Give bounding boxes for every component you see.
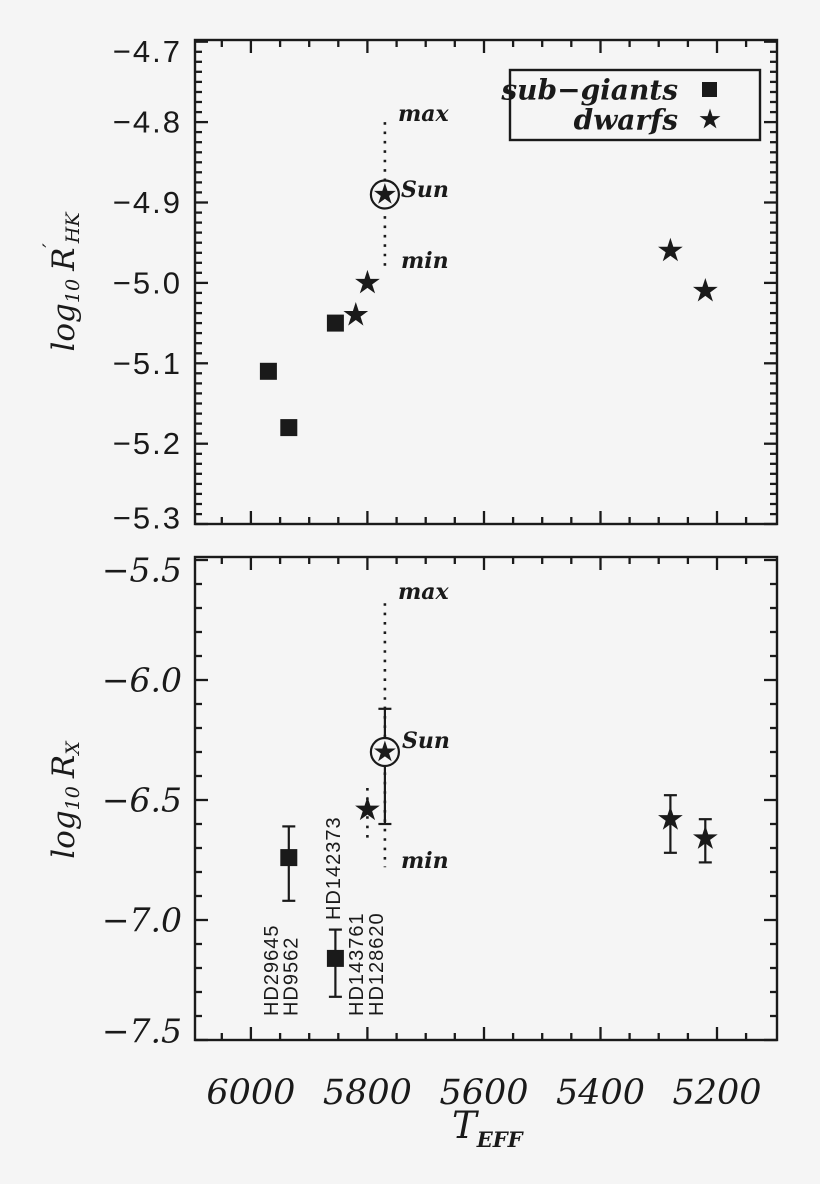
legend-star-marker-icon [699, 108, 721, 129]
panel-bottom: −5.5 −6.0 −6.5 −7.0 −7.5 6000 5800 5600 5400 5200… [102, 551, 779, 1113]
y-tick-label: −4.8 [113, 105, 182, 140]
data-point-star-HD3651 [692, 825, 718, 849]
data-point-star-HD10700 [658, 237, 683, 262]
y-tick-label: −4.7 [113, 34, 182, 69]
annotation-max-bottom: max [398, 579, 450, 605]
y-tick-label: −5.2 [113, 426, 182, 461]
y-tick-label: −5.5 [102, 551, 182, 590]
data-point-square-HD142373 [326, 314, 344, 332]
annotation-min-top: min [401, 248, 449, 274]
legend-box [508, 68, 762, 142]
data-point-star-HD10700 [658, 806, 683, 830]
star-id-label-HD142373: HD142373 [323, 816, 345, 920]
annotation-sun-top: Sun [401, 177, 449, 203]
y-tick-label: −5.1 [113, 346, 182, 381]
y-tick-label: −7.5 [102, 1012, 182, 1051]
star-id-label-HD143761: HD143761 [346, 912, 368, 1016]
y-axis-label-top: log10R′HK [39, 211, 84, 352]
legend: sub−giants dwarfs [500, 68, 762, 142]
data-point-square-HD9562 [280, 419, 298, 437]
legend-square-marker-icon [702, 82, 717, 97]
sun-star-marker [373, 740, 396, 762]
x-tick-label: 5400 [556, 1073, 645, 1113]
data-point-square-HD142373 [326, 949, 344, 967]
y-tick-label: −7.0 [102, 901, 182, 940]
y-tick-label: −6.0 [102, 661, 182, 700]
annotation-min-bottom: min [401, 848, 449, 874]
annotation-max-top: max [398, 101, 450, 127]
x-tick-label: 5800 [323, 1073, 412, 1113]
star-id-label-HD128620: HD128620 [366, 912, 388, 1016]
data-point-star-HD3651 [692, 277, 718, 302]
data-point-square-HD9562 [280, 849, 298, 867]
panel-frame-bottom [193, 555, 779, 1042]
data-point-star-HD143761 [343, 302, 369, 326]
data-point-square-HD29645 [259, 362, 277, 380]
x-tick-label: 5600 [439, 1073, 528, 1113]
y-axis-label-bottom: log10RX [46, 740, 84, 859]
star-id-label-HD29645: HD29645 [261, 924, 283, 1016]
data-point-star-HD128620 [355, 269, 380, 294]
panel-top: −4.7 −4.8 −4.9 −5.0 −5.1 −5.2 −5.3 [113, 34, 779, 536]
y-tick-label: −5.0 [113, 265, 182, 300]
legend-label-dwarfs: dwarfs [574, 104, 679, 137]
star-id-label-HD9562: HD9562 [281, 937, 303, 1016]
y-tick-label: −6.5 [102, 781, 182, 820]
annotation-sun-bottom: Sun [402, 728, 450, 754]
y-tick-label: −4.9 [113, 185, 182, 220]
x-tick-label: 6000 [206, 1073, 295, 1113]
data-point-star-HD143761/HD128620 [355, 796, 380, 821]
y-tick-label: −5.3 [113, 501, 182, 536]
x-tick-label: 5200 [672, 1073, 761, 1113]
sun-star-marker [373, 182, 396, 204]
legend-label-subgiants: sub−giants [500, 74, 678, 107]
x-axis-label: TEFF [452, 1104, 525, 1152]
panel-frame-top [193, 38, 779, 526]
